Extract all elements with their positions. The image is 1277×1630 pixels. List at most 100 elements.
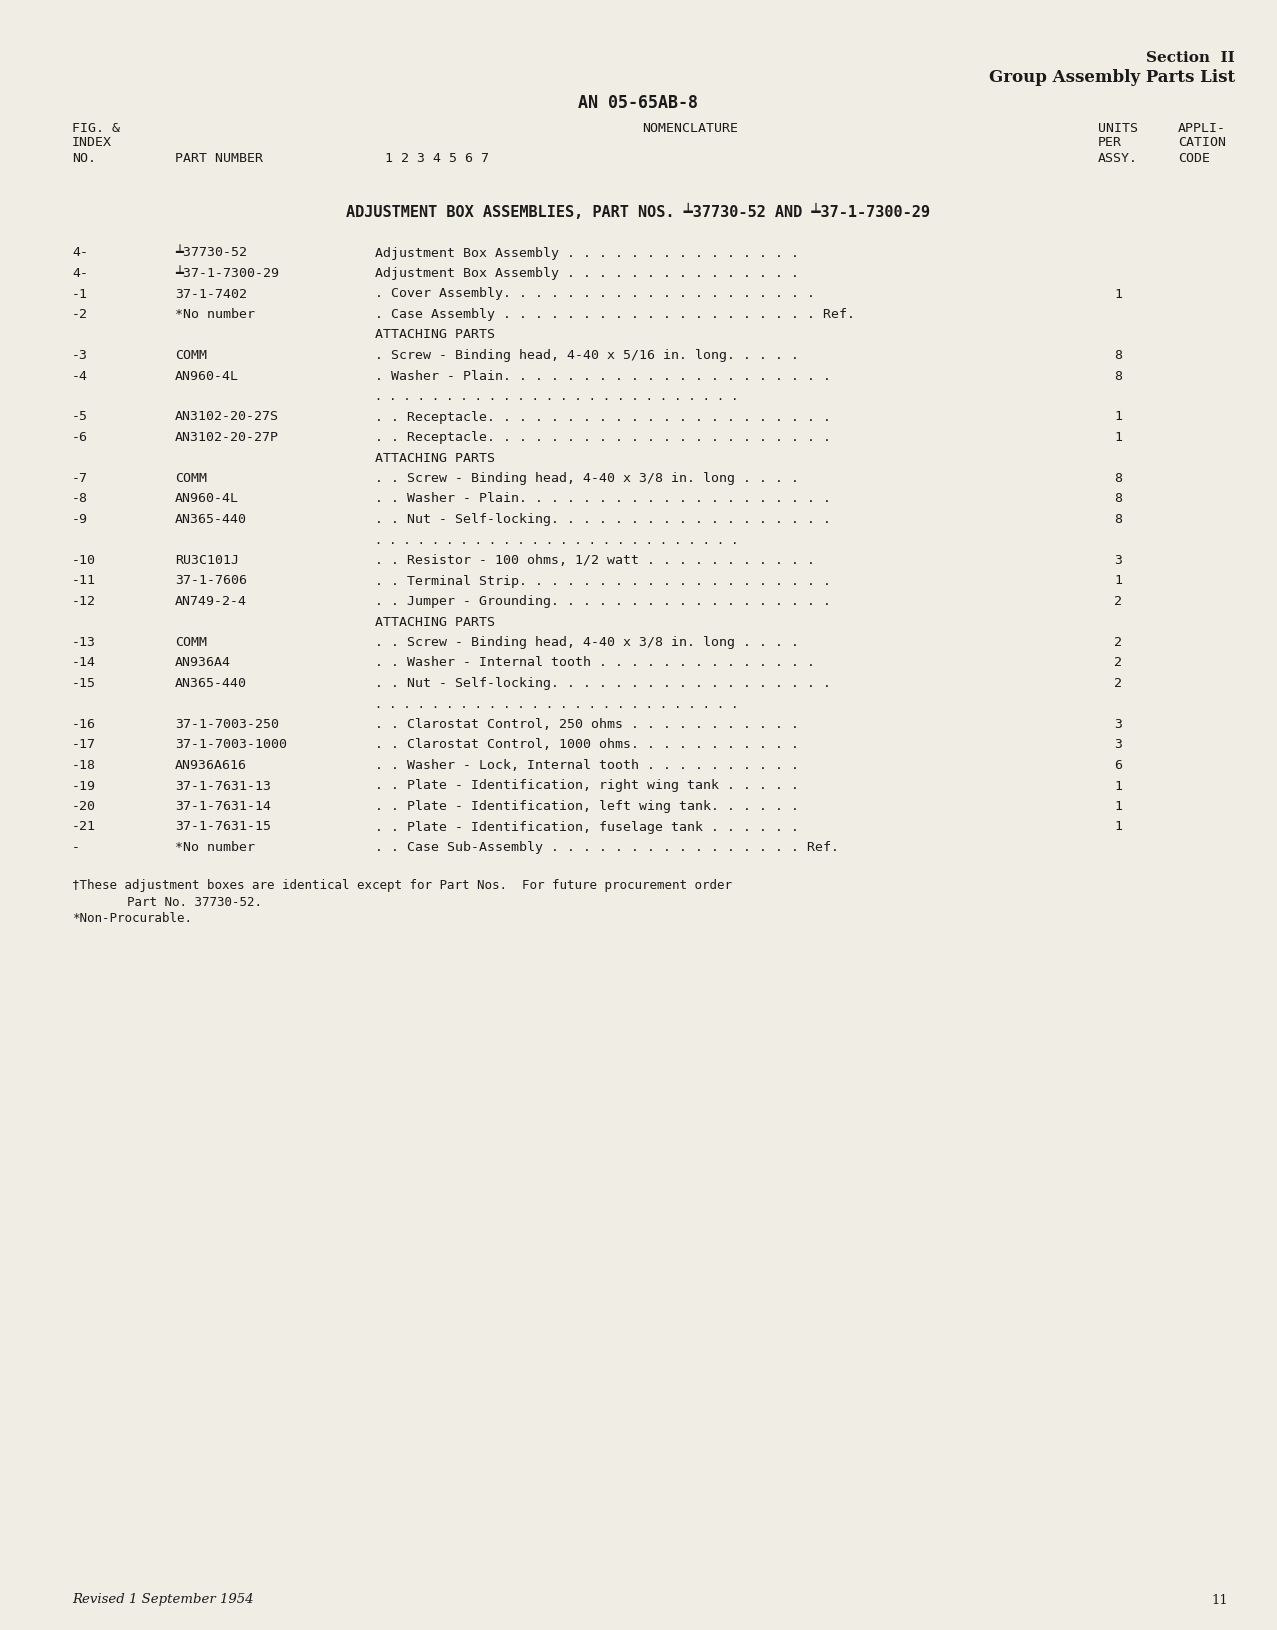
Text: 8: 8 [1114, 349, 1122, 362]
Text: Group Assembly Parts List: Group Assembly Parts List [988, 70, 1235, 86]
Text: PER: PER [1098, 137, 1122, 150]
Text: . . . . . . . . . . . . . . . . . . . . . . . . . .: . . . . . . . . . . . . . . . . . . . . … [375, 390, 738, 403]
Text: . Case Assembly . . . . . . . . . . . . . . . . . . . . Ref.: . Case Assembly . . . . . . . . . . . . … [375, 308, 856, 321]
Text: -9: -9 [72, 513, 88, 526]
Text: 37-1-7631-15: 37-1-7631-15 [175, 820, 271, 833]
Text: -: - [72, 841, 80, 854]
Text: 37-1-7606: 37-1-7606 [175, 574, 246, 587]
Text: COMM: COMM [175, 473, 207, 486]
Text: . . Washer - Internal tooth . . . . . . . . . . . . . .: . . Washer - Internal tooth . . . . . . … [375, 657, 815, 670]
Text: -6: -6 [72, 430, 88, 443]
Text: 6: 6 [1114, 760, 1122, 773]
Text: 37-1-7402: 37-1-7402 [175, 287, 246, 300]
Text: 8: 8 [1114, 492, 1122, 505]
Text: . . Plate - Identification, right wing tank . . . . .: . . Plate - Identification, right wing t… [375, 779, 799, 792]
Text: COMM: COMM [175, 636, 207, 649]
Text: Part No. 37730-52.: Part No. 37730-52. [126, 895, 262, 908]
Text: 8: 8 [1114, 513, 1122, 526]
Text: ASSY.: ASSY. [1098, 152, 1138, 165]
Text: . . Screw - Binding head, 4-40 x 3/8 in. long . . . .: . . Screw - Binding head, 4-40 x 3/8 in.… [375, 473, 799, 486]
Text: AN960-4L: AN960-4L [175, 492, 239, 505]
Text: 2: 2 [1114, 636, 1122, 649]
Text: PART NUMBER: PART NUMBER [175, 152, 263, 165]
Text: ATTACHING PARTS: ATTACHING PARTS [375, 616, 495, 629]
Text: -13: -13 [72, 636, 96, 649]
Text: -16: -16 [72, 717, 96, 730]
Text: 8: 8 [1114, 473, 1122, 486]
Text: . . Resistor - 100 ohms, 1/2 watt . . . . . . . . . . .: . . Resistor - 100 ohms, 1/2 watt . . . … [375, 554, 815, 567]
Text: CATION: CATION [1177, 137, 1226, 150]
Text: AN936A616: AN936A616 [175, 760, 246, 773]
Text: 1: 1 [1114, 574, 1122, 587]
Text: -5: -5 [72, 411, 88, 424]
Text: *No number: *No number [175, 841, 255, 854]
Text: -17: -17 [72, 738, 96, 751]
Text: 37-1-7003-1000: 37-1-7003-1000 [175, 738, 287, 751]
Text: . Cover Assembly. . . . . . . . . . . . . . . . . . . .: . Cover Assembly. . . . . . . . . . . . … [375, 287, 815, 300]
Text: . Screw - Binding head, 4-40 x 5/16 in. long. . . . .: . Screw - Binding head, 4-40 x 5/16 in. … [375, 349, 799, 362]
Text: AN749-2-4: AN749-2-4 [175, 595, 246, 608]
Text: . . . . . . . . . . . . . . . . . . . . . . . . . .: . . . . . . . . . . . . . . . . . . . . … [375, 533, 738, 546]
Text: . Washer - Plain. . . . . . . . . . . . . . . . . . . . .: . Washer - Plain. . . . . . . . . . . . … [375, 370, 831, 383]
Text: Adjustment Box Assembly . . . . . . . . . . . . . . .: Adjustment Box Assembly . . . . . . . . … [375, 246, 799, 259]
Text: 3: 3 [1114, 717, 1122, 730]
Text: -20: -20 [72, 800, 96, 813]
Text: . . Plate - Identification, left wing tank. . . . . .: . . Plate - Identification, left wing ta… [375, 800, 799, 813]
Text: Revised 1 September 1954: Revised 1 September 1954 [72, 1594, 254, 1607]
Text: 37-1-7631-13: 37-1-7631-13 [175, 779, 271, 792]
Text: COMM: COMM [175, 349, 207, 362]
Text: . . Clarostat Control, 1000 ohms. . . . . . . . . . .: . . Clarostat Control, 1000 ohms. . . . … [375, 738, 799, 751]
Text: . . Jumper - Grounding. . . . . . . . . . . . . . . . . .: . . Jumper - Grounding. . . . . . . . . … [375, 595, 831, 608]
Text: RU3C101J: RU3C101J [175, 554, 239, 567]
Text: AN365-440: AN365-440 [175, 513, 246, 526]
Text: . . Screw - Binding head, 4-40 x 3/8 in. long . . . .: . . Screw - Binding head, 4-40 x 3/8 in.… [375, 636, 799, 649]
Text: INDEX: INDEX [72, 137, 112, 150]
Text: -4: -4 [72, 370, 88, 383]
Text: -7: -7 [72, 473, 88, 486]
Text: 1: 1 [1114, 287, 1122, 300]
Text: AN3102-20-27P: AN3102-20-27P [175, 430, 278, 443]
Text: CODE: CODE [1177, 152, 1211, 165]
Text: ATTACHING PARTS: ATTACHING PARTS [375, 329, 495, 342]
Text: ┷37730-52: ┷37730-52 [175, 246, 246, 259]
Text: . . Washer - Plain. . . . . . . . . . . . . . . . . . . .: . . Washer - Plain. . . . . . . . . . . … [375, 492, 831, 505]
Text: 2: 2 [1114, 676, 1122, 689]
Text: ┷37-1-7300-29: ┷37-1-7300-29 [175, 267, 278, 280]
Text: NO.: NO. [72, 152, 96, 165]
Text: -14: -14 [72, 657, 96, 670]
Text: 4-: 4- [72, 246, 88, 259]
Text: 1: 1 [1114, 800, 1122, 813]
Text: -15: -15 [72, 676, 96, 689]
Text: -12: -12 [72, 595, 96, 608]
Text: . . Receptacle. . . . . . . . . . . . . . . . . . . . . .: . . Receptacle. . . . . . . . . . . . . … [375, 430, 831, 443]
Text: ADJUSTMENT BOX ASSEMBLIES, PART NOS. ┷37730-52 AND ┷37-1-7300-29: ADJUSTMENT BOX ASSEMBLIES, PART NOS. ┷37… [346, 204, 930, 220]
Text: -8: -8 [72, 492, 88, 505]
Text: . . Receptacle. . . . . . . . . . . . . . . . . . . . . .: . . Receptacle. . . . . . . . . . . . . … [375, 411, 831, 424]
Text: 8: 8 [1114, 370, 1122, 383]
Text: . . . . . . . . . . . . . . . . . . . . . . . . . .: . . . . . . . . . . . . . . . . . . . . … [375, 698, 738, 711]
Text: 1: 1 [1114, 820, 1122, 833]
Text: -18: -18 [72, 760, 96, 773]
Text: AN 05-65AB-8: AN 05-65AB-8 [578, 95, 699, 112]
Text: . . Nut - Self-locking. . . . . . . . . . . . . . . . . .: . . Nut - Self-locking. . . . . . . . . … [375, 513, 831, 526]
Text: . . Terminal Strip. . . . . . . . . . . . . . . . . . . .: . . Terminal Strip. . . . . . . . . . . … [375, 574, 831, 587]
Text: AN365-440: AN365-440 [175, 676, 246, 689]
Text: . . Washer - Lock, Internal tooth . . . . . . . . . .: . . Washer - Lock, Internal tooth . . . … [375, 760, 799, 773]
Text: -11: -11 [72, 574, 96, 587]
Text: AN936A4: AN936A4 [175, 657, 231, 670]
Text: 2: 2 [1114, 657, 1122, 670]
Text: -21: -21 [72, 820, 96, 833]
Text: 37-1-7003-250: 37-1-7003-250 [175, 717, 278, 730]
Text: 3: 3 [1114, 554, 1122, 567]
Text: 11: 11 [1212, 1594, 1228, 1607]
Text: 4-: 4- [72, 267, 88, 280]
Text: †These adjustment boxes are identical except for Part Nos.  For future procureme: †These adjustment boxes are identical ex… [72, 880, 732, 893]
Text: -1: -1 [72, 287, 88, 300]
Text: 2: 2 [1114, 595, 1122, 608]
Text: -19: -19 [72, 779, 96, 792]
Text: *No number: *No number [175, 308, 255, 321]
Text: -10: -10 [72, 554, 96, 567]
Text: AN960-4L: AN960-4L [175, 370, 239, 383]
Text: 1 2 3 4 5 6 7: 1 2 3 4 5 6 7 [384, 152, 489, 165]
Text: Section  II: Section II [1147, 51, 1235, 65]
